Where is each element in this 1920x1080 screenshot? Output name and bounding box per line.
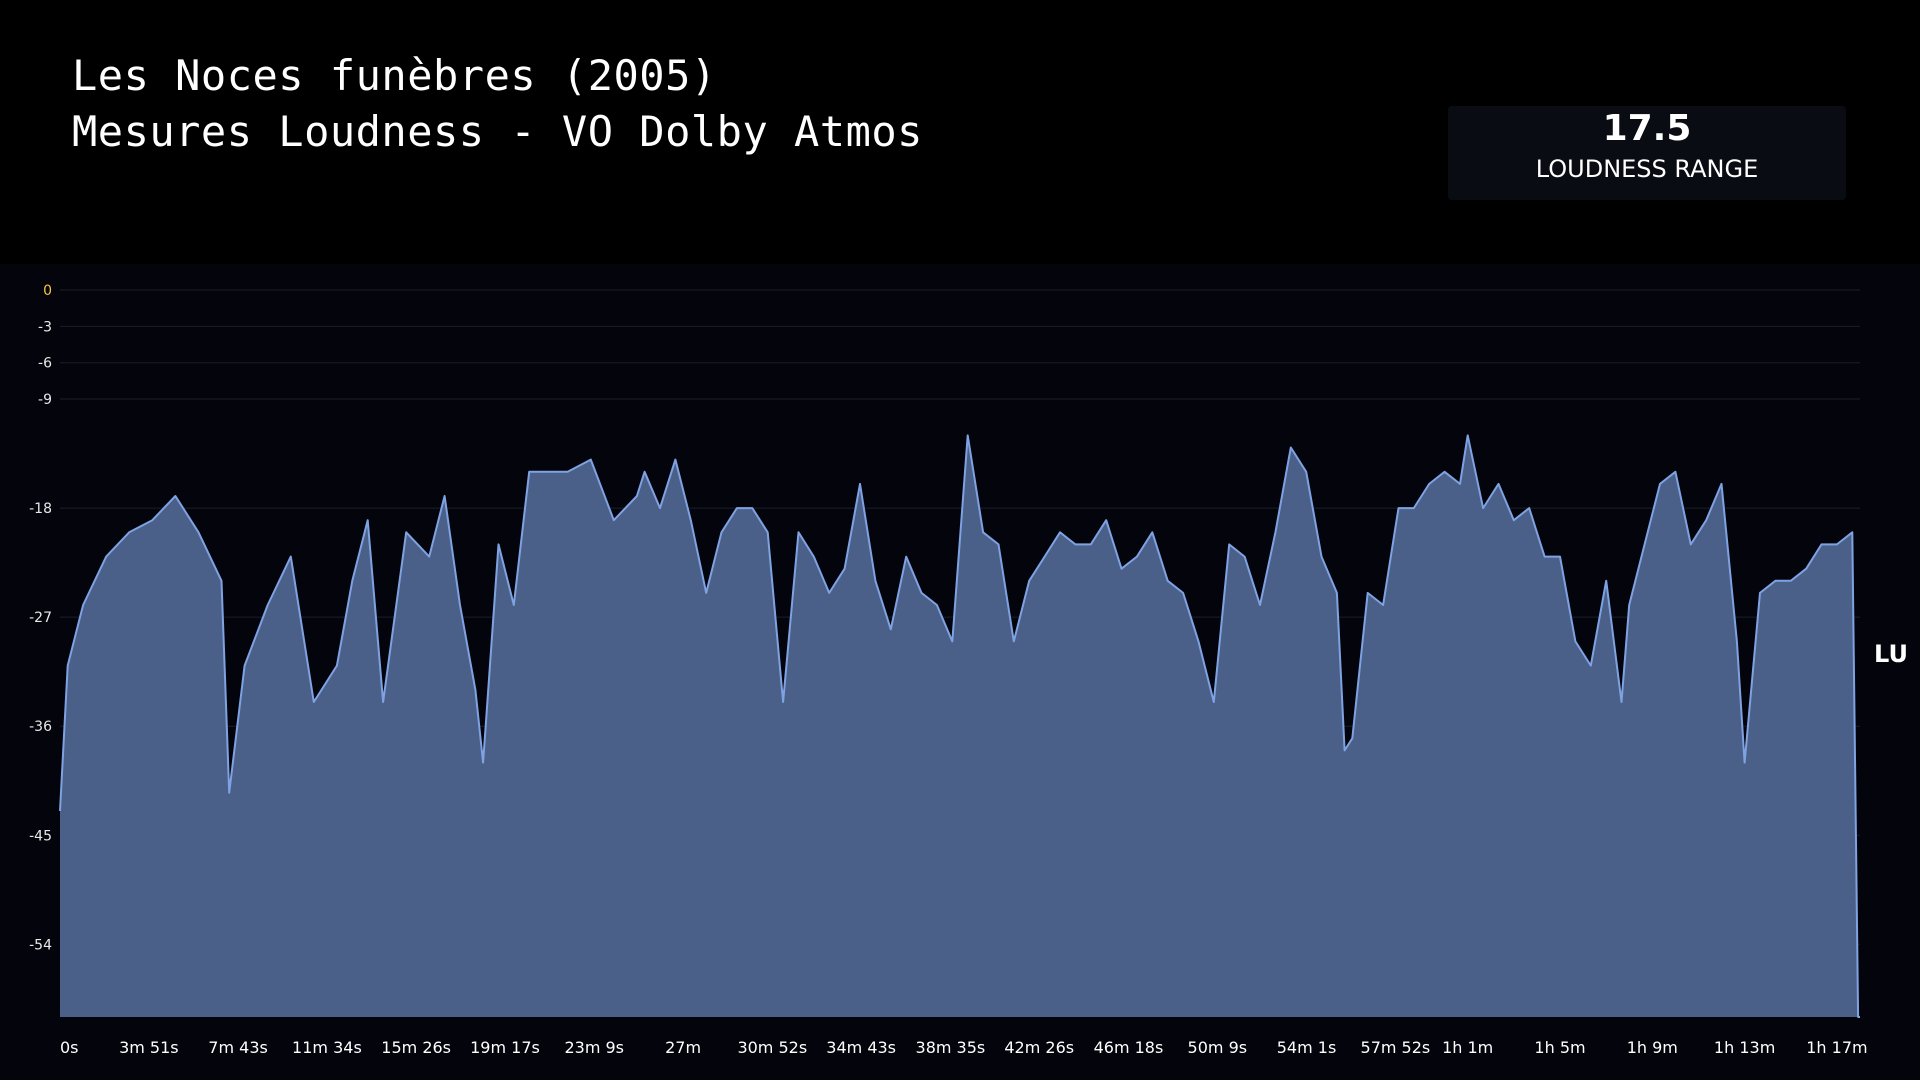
loudness-range-card: 17.5 LOUDNESS RANGE: [1448, 106, 1846, 200]
x-tick-label: 1h 1m: [1442, 1038, 1493, 1057]
title-line-2: Mesures Loudness - VO Dolby Atmos: [72, 107, 923, 156]
y-tick-label: -3: [38, 319, 52, 335]
x-tick-label: 34m 43s: [826, 1038, 896, 1057]
chart-title: Les Noces funèbres (2005) Mesures Loudne…: [72, 48, 923, 160]
title-line-1: Les Noces funèbres (2005): [72, 51, 717, 100]
series-line: [59, 434, 1860, 1018]
y-tick-label: 0: [43, 283, 52, 299]
x-tick-label: 27m: [665, 1038, 701, 1057]
x-tick-label: 19m 17s: [470, 1038, 540, 1057]
chart-panel: 0 -3 -6 -9 -18 -27 -36 -45 -54 0s 3m 51s 7m 43s 11m …: [0, 264, 1920, 1080]
x-tick-label: 38m 35s: [916, 1038, 986, 1057]
x-tick-label: 30m 52s: [737, 1038, 807, 1057]
y-tick-label: -18: [29, 501, 52, 517]
x-tick-label: 1h 9m: [1627, 1038, 1678, 1057]
x-tick-label: 15m 26s: [381, 1038, 451, 1057]
x-tick-label: 54m 1s: [1277, 1038, 1337, 1057]
x-tick-label: 46m 18s: [1094, 1038, 1164, 1057]
x-tick-label: 1h 17m: [1806, 1038, 1867, 1057]
x-tick-label: 42m 26s: [1004, 1038, 1074, 1057]
y-tick-label: -36: [29, 719, 52, 735]
x-tick-label: 1h 5m: [1534, 1038, 1585, 1057]
y-tick-label: -9: [38, 392, 52, 408]
loudness-range-label: LOUDNESS RANGE: [1535, 155, 1759, 183]
x-tick-label: 3m 51s: [119, 1038, 179, 1057]
unit-label: LU: [1874, 640, 1908, 668]
x-tick-label: 0s: [60, 1038, 79, 1057]
loudness-range-value: 17.5: [1602, 108, 1692, 149]
x-tick-label: 57m 52s: [1361, 1038, 1431, 1057]
x-tick-label: 50m 9s: [1188, 1038, 1248, 1057]
x-tick-label: 1h 13m: [1714, 1038, 1775, 1057]
y-tick-label: -54: [29, 937, 52, 953]
y-tick-label: -27: [29, 610, 52, 626]
loudness-chart: 0 -3 -6 -9 -18 -27 -36 -45 -54 0s 3m 51s 7m 43s 11m …: [29, 283, 1867, 1057]
x-tick-label: 11m 34s: [292, 1038, 362, 1057]
y-tick-label: -6: [38, 356, 52, 372]
x-tick-label: 7m 43s: [208, 1038, 268, 1057]
x-tick-label: 23m 9s: [564, 1038, 624, 1057]
series-area: [60, 435, 1860, 1017]
y-tick-label: -45: [29, 828, 52, 844]
